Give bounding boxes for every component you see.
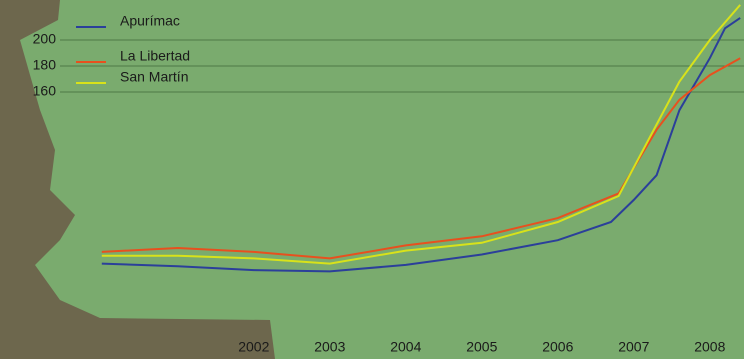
y-tick-label: 160 — [33, 83, 57, 99]
plot — [60, 4, 744, 273]
y-tick-label: 200 — [33, 31, 57, 47]
legend-label: La Libertad — [120, 48, 190, 64]
x-tick-label: 2007 — [618, 339, 649, 355]
photo-overlay — [0, 0, 275, 359]
x-tick-label: 2006 — [542, 339, 573, 355]
series-line — [101, 57, 741, 260]
labels: 160 180 200 2002 2003 2004 2005 2006 2007 2008 Apu… — [33, 13, 726, 355]
series-line — [101, 17, 741, 273]
x-tick-label: 2008 — [694, 339, 725, 355]
series-line — [101, 4, 741, 265]
x-tick-label: 2003 — [314, 339, 345, 355]
y-tick-label: 180 — [33, 57, 57, 73]
x-tick-label: 2002 — [238, 339, 269, 355]
legend-label: Apurímac — [120, 13, 180, 29]
legend-label: San Martín — [120, 69, 188, 85]
x-tick-label: 2004 — [390, 339, 421, 355]
x-tick-label: 2005 — [466, 339, 497, 355]
